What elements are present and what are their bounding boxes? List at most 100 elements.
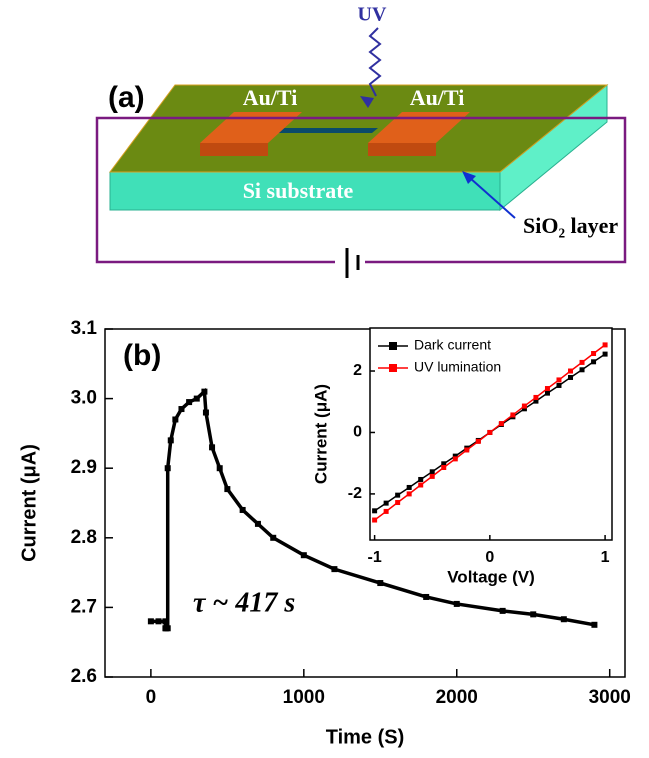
data-point: [452, 456, 458, 462]
data-point: [155, 618, 162, 625]
data-point: [602, 342, 608, 348]
data-point: [602, 351, 608, 357]
data-point: [429, 469, 435, 475]
data-point: [533, 398, 539, 404]
data-point: [498, 421, 504, 427]
data-point: [418, 482, 424, 488]
data-point: [383, 500, 389, 506]
data-point: [464, 447, 470, 453]
data-point: [418, 476, 424, 482]
data-point: [510, 412, 516, 418]
uv-wave: [368, 27, 382, 97]
contact-top: [200, 112, 302, 143]
y-tick-label: 2.8: [71, 527, 97, 548]
data-point: [395, 492, 401, 498]
x-tick-label: 2000: [436, 687, 478, 708]
plot-frame: [104, 328, 626, 678]
data-point: [556, 377, 562, 383]
x-tick-label: 3000: [589, 687, 631, 708]
data-point: [162, 618, 169, 625]
y-tick-label: 2: [353, 362, 362, 379]
data-point: [216, 465, 223, 472]
data-point: [453, 600, 460, 607]
legend-marker: [389, 364, 397, 372]
x-tick-label: 0: [485, 549, 494, 566]
data-point: [487, 429, 493, 435]
data-point: [172, 416, 179, 423]
data-point: [544, 386, 550, 392]
data-point: [331, 566, 338, 573]
y-tick-label: 3.0: [71, 388, 97, 409]
data-point: [591, 621, 598, 628]
data-point: [209, 444, 216, 451]
data-point: [377, 580, 384, 587]
data-point: [521, 403, 527, 409]
data-point: [193, 395, 200, 402]
x-tick-label: 0: [146, 687, 157, 708]
circuit-gap: [335, 255, 365, 269]
data-point: [178, 406, 185, 413]
oxide-arrowhead: [462, 171, 476, 184]
uv-label: UV: [358, 4, 387, 26]
y-axis-label: Current (μA): [18, 444, 40, 562]
data-point: [406, 484, 412, 490]
contact-front: [200, 143, 268, 156]
panel-label: (a): [108, 81, 145, 114]
data-point: [530, 611, 537, 618]
annotation: τ ~ 417 s: [193, 587, 295, 618]
contact-front: [368, 143, 436, 156]
data-point: [395, 500, 401, 506]
x-tick-label: -1: [367, 549, 381, 566]
data-point: [201, 388, 208, 395]
data-point: [406, 491, 412, 497]
contact-label: Au/Ti: [410, 85, 465, 110]
y-tick-label: 2.6: [71, 666, 97, 687]
x-axis-label: Voltage (V): [447, 567, 535, 586]
data-point: [186, 399, 193, 406]
y-tick-label: 3.1: [71, 318, 98, 339]
data-point: [560, 616, 567, 623]
legend-marker: [389, 342, 397, 350]
data-point: [533, 394, 539, 400]
data-point: [372, 517, 378, 523]
data-point: [441, 461, 447, 467]
oxide-pointer: [469, 177, 516, 219]
data-point: [429, 473, 435, 479]
data-point: [521, 406, 527, 412]
y-tick-label: 2.9: [71, 457, 97, 478]
data-point: [499, 607, 506, 614]
data-point: [164, 465, 171, 472]
data-point: [372, 508, 378, 514]
data-point: [475, 438, 481, 444]
data-point: [544, 390, 550, 396]
x-tick-label: 1: [601, 549, 610, 566]
x-axis-label: Time (S): [326, 726, 405, 748]
device-diagram: UV (a) Au/Ti Au/Ti Si substrate SiO₂ lay…: [95, 4, 627, 278]
data-point: [224, 486, 231, 493]
uv-arrowhead: [360, 96, 374, 108]
channel: [276, 128, 378, 133]
data-point: [579, 367, 585, 373]
data-point: [591, 351, 597, 357]
oxide-label: SiO₂ layer: [523, 213, 618, 238]
contact-top: [368, 112, 470, 143]
data-point: [202, 409, 209, 416]
legend-label: UV lumination: [414, 359, 501, 375]
data-point: [568, 368, 574, 374]
data-point: [239, 506, 246, 513]
y-tick-label: 2.7: [71, 596, 97, 617]
data-point: [164, 625, 171, 632]
panel-label: (b): [123, 339, 161, 372]
y-tick-label: 0: [353, 424, 362, 441]
legend-label: Dark current: [414, 337, 491, 353]
substrate-label: Si substrate: [243, 178, 354, 203]
y-axis-label: Current (μA): [311, 384, 330, 484]
data-point: [591, 359, 597, 365]
data-point: [254, 520, 261, 527]
x-tick-label: 1000: [283, 687, 325, 708]
data-point: [423, 593, 430, 600]
data-point: [167, 437, 174, 444]
data-point: [383, 508, 389, 514]
data-point: [568, 374, 574, 380]
